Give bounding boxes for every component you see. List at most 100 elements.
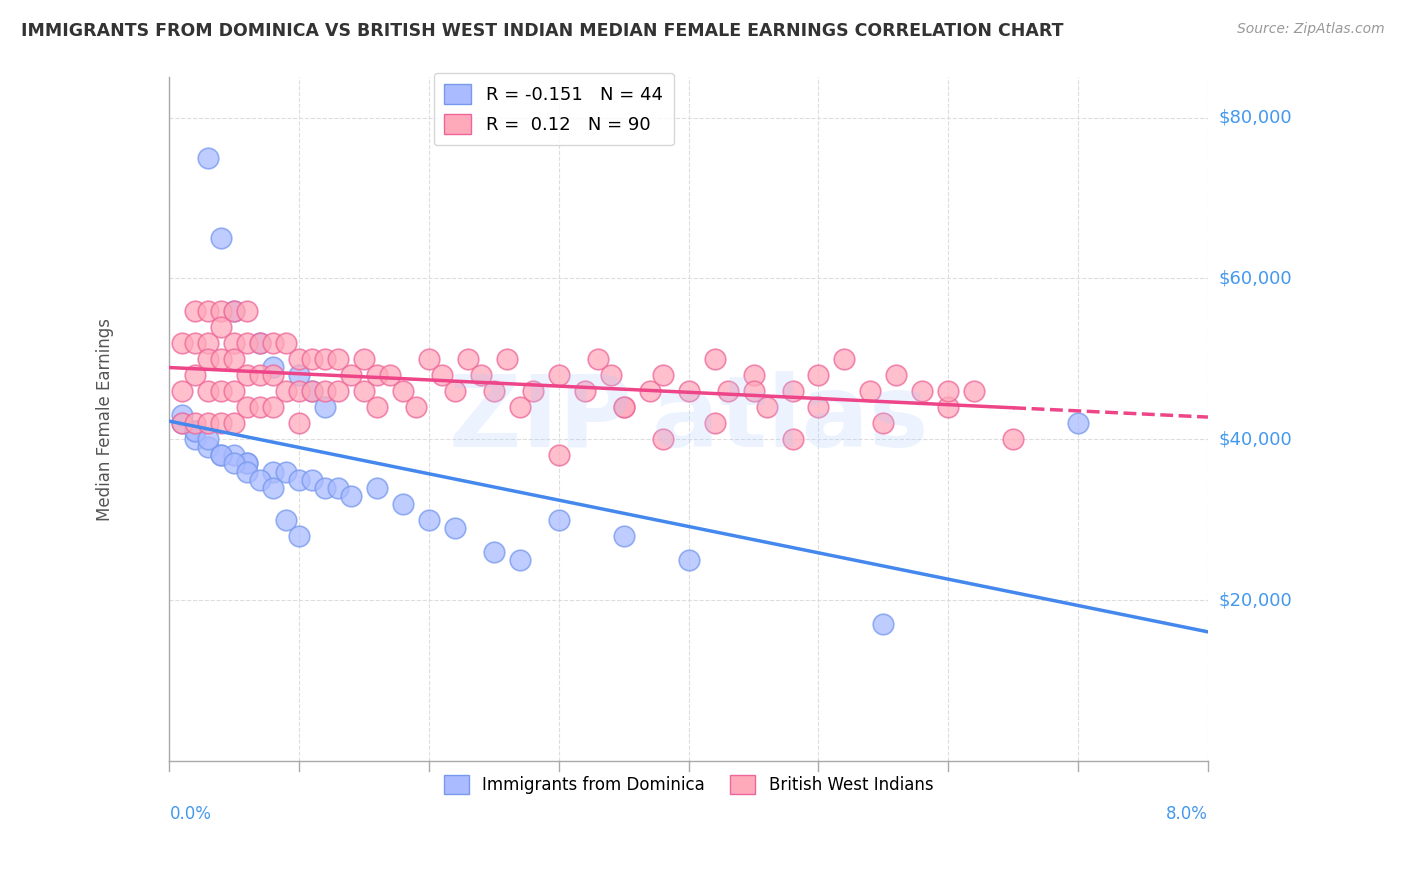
- Point: [197, 151, 219, 165]
- Point: [378, 368, 401, 382]
- Point: [262, 368, 284, 382]
- Point: [301, 384, 323, 398]
- Point: [301, 384, 323, 398]
- Point: [224, 457, 246, 471]
- Point: [172, 335, 194, 350]
- Point: [936, 400, 959, 414]
- Point: [678, 553, 700, 567]
- Point: [236, 335, 259, 350]
- Point: [276, 335, 298, 350]
- Point: [224, 303, 246, 318]
- Point: [224, 384, 246, 398]
- Legend: Immigrants from Dominica, British West Indians: Immigrants from Dominica, British West I…: [437, 768, 939, 800]
- Point: [172, 417, 194, 431]
- Point: [262, 465, 284, 479]
- Point: [314, 351, 336, 366]
- Point: [366, 400, 388, 414]
- Point: [314, 384, 336, 398]
- Point: [782, 384, 804, 398]
- Point: [184, 425, 207, 439]
- Point: [197, 433, 219, 447]
- Point: [288, 473, 311, 487]
- Point: [172, 417, 194, 431]
- Point: [224, 449, 246, 463]
- Point: [872, 417, 894, 431]
- Point: [224, 303, 246, 318]
- Point: [807, 368, 830, 382]
- Text: 8.0%: 8.0%: [1166, 805, 1208, 823]
- Point: [444, 384, 467, 398]
- Text: IMMIGRANTS FROM DOMINICA VS BRITISH WEST INDIAN MEDIAN FEMALE EARNINGS CORRELATI: IMMIGRANTS FROM DOMINICA VS BRITISH WEST…: [21, 22, 1063, 40]
- Point: [328, 351, 350, 366]
- Point: [963, 384, 986, 398]
- Point: [172, 408, 194, 422]
- Point: [522, 384, 544, 398]
- Point: [328, 481, 350, 495]
- Text: ZIP atlas: ZIP atlas: [449, 371, 928, 467]
- Point: [328, 384, 350, 398]
- Point: [457, 351, 479, 366]
- Point: [703, 351, 725, 366]
- Point: [586, 351, 609, 366]
- Point: [638, 384, 661, 398]
- Point: [496, 351, 519, 366]
- Text: $20,000: $20,000: [1219, 591, 1292, 609]
- Point: [392, 497, 415, 511]
- Point: [197, 417, 219, 431]
- Point: [184, 368, 207, 382]
- Point: [353, 351, 375, 366]
- Point: [276, 465, 298, 479]
- Point: [209, 303, 232, 318]
- Point: [782, 433, 804, 447]
- Point: [547, 513, 569, 527]
- Point: [288, 368, 311, 382]
- Point: [678, 384, 700, 398]
- Point: [301, 351, 323, 366]
- Point: [547, 368, 569, 382]
- Point: [262, 481, 284, 495]
- Point: [613, 400, 636, 414]
- Point: [1002, 433, 1025, 447]
- Point: [509, 400, 531, 414]
- Point: [184, 417, 207, 431]
- Point: [418, 513, 440, 527]
- Point: [430, 368, 453, 382]
- Point: [599, 368, 621, 382]
- Point: [197, 335, 219, 350]
- Point: [209, 417, 232, 431]
- Text: $80,000: $80,000: [1219, 109, 1292, 127]
- Text: $40,000: $40,000: [1219, 430, 1292, 449]
- Point: [482, 384, 505, 398]
- Point: [1067, 417, 1090, 431]
- Point: [340, 489, 363, 503]
- Point: [184, 335, 207, 350]
- Point: [209, 231, 232, 245]
- Point: [249, 473, 271, 487]
- Point: [172, 384, 194, 398]
- Point: [574, 384, 596, 398]
- Point: [249, 335, 271, 350]
- Point: [236, 368, 259, 382]
- Text: Median Female Earnings: Median Female Earnings: [96, 318, 114, 521]
- Point: [444, 521, 467, 535]
- Point: [703, 417, 725, 431]
- Text: 0.0%: 0.0%: [170, 805, 211, 823]
- Point: [262, 359, 284, 374]
- Point: [392, 384, 415, 398]
- Point: [314, 481, 336, 495]
- Point: [807, 400, 830, 414]
- Point: [197, 384, 219, 398]
- Point: [651, 433, 673, 447]
- Point: [911, 384, 934, 398]
- Point: [742, 384, 765, 398]
- Point: [262, 400, 284, 414]
- Point: [209, 384, 232, 398]
- Point: [301, 473, 323, 487]
- Point: [236, 400, 259, 414]
- Point: [936, 384, 959, 398]
- Point: [859, 384, 882, 398]
- Text: Source: ZipAtlas.com: Source: ZipAtlas.com: [1237, 22, 1385, 37]
- Point: [184, 425, 207, 439]
- Point: [886, 368, 908, 382]
- Point: [366, 481, 388, 495]
